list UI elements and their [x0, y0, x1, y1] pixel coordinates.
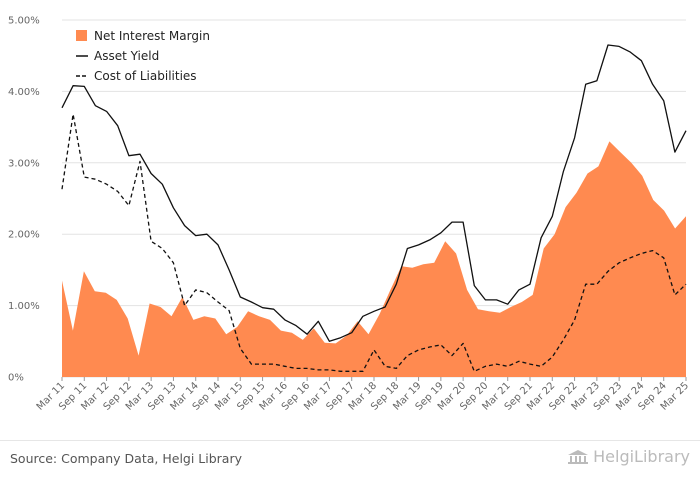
area-net-interest-margin: [62, 141, 686, 377]
legend-label: Asset Yield: [94, 49, 159, 63]
y-tick-label: 2.00%: [8, 230, 40, 241]
y-tick-label: 0%: [8, 373, 24, 384]
legend-label: Net Interest Margin: [94, 29, 210, 43]
legend-swatch-area: [76, 30, 87, 41]
line-cost-of-liabilities: [61, 113, 687, 372]
logo-text: HelgiLibrary: [593, 447, 690, 466]
helgi-library-logo: HelgiLibrary: [567, 447, 690, 466]
source-note: Source: Company Data, Helgi Library: [10, 451, 243, 466]
line-layer: [61, 44, 687, 372]
y-tick-label: 5.00%: [8, 16, 40, 27]
y-axis: 0% 1.00% 2.00% 3.00% 4.00% 5.00%: [8, 16, 40, 384]
legend-label: Cost of Liabilities: [94, 69, 197, 83]
y-tick-label: 3.00%: [8, 158, 40, 169]
area-layer: [62, 141, 686, 377]
legend: Net Interest Margin Asset Yield Cost of Li…: [76, 29, 210, 83]
library-building-icon: [568, 449, 589, 464]
line-asset-yield: [61, 44, 687, 342]
footer-divider: [0, 440, 700, 441]
y-tick-label: 1.00%: [8, 301, 40, 312]
y-tick-label: 4.00%: [8, 87, 40, 98]
